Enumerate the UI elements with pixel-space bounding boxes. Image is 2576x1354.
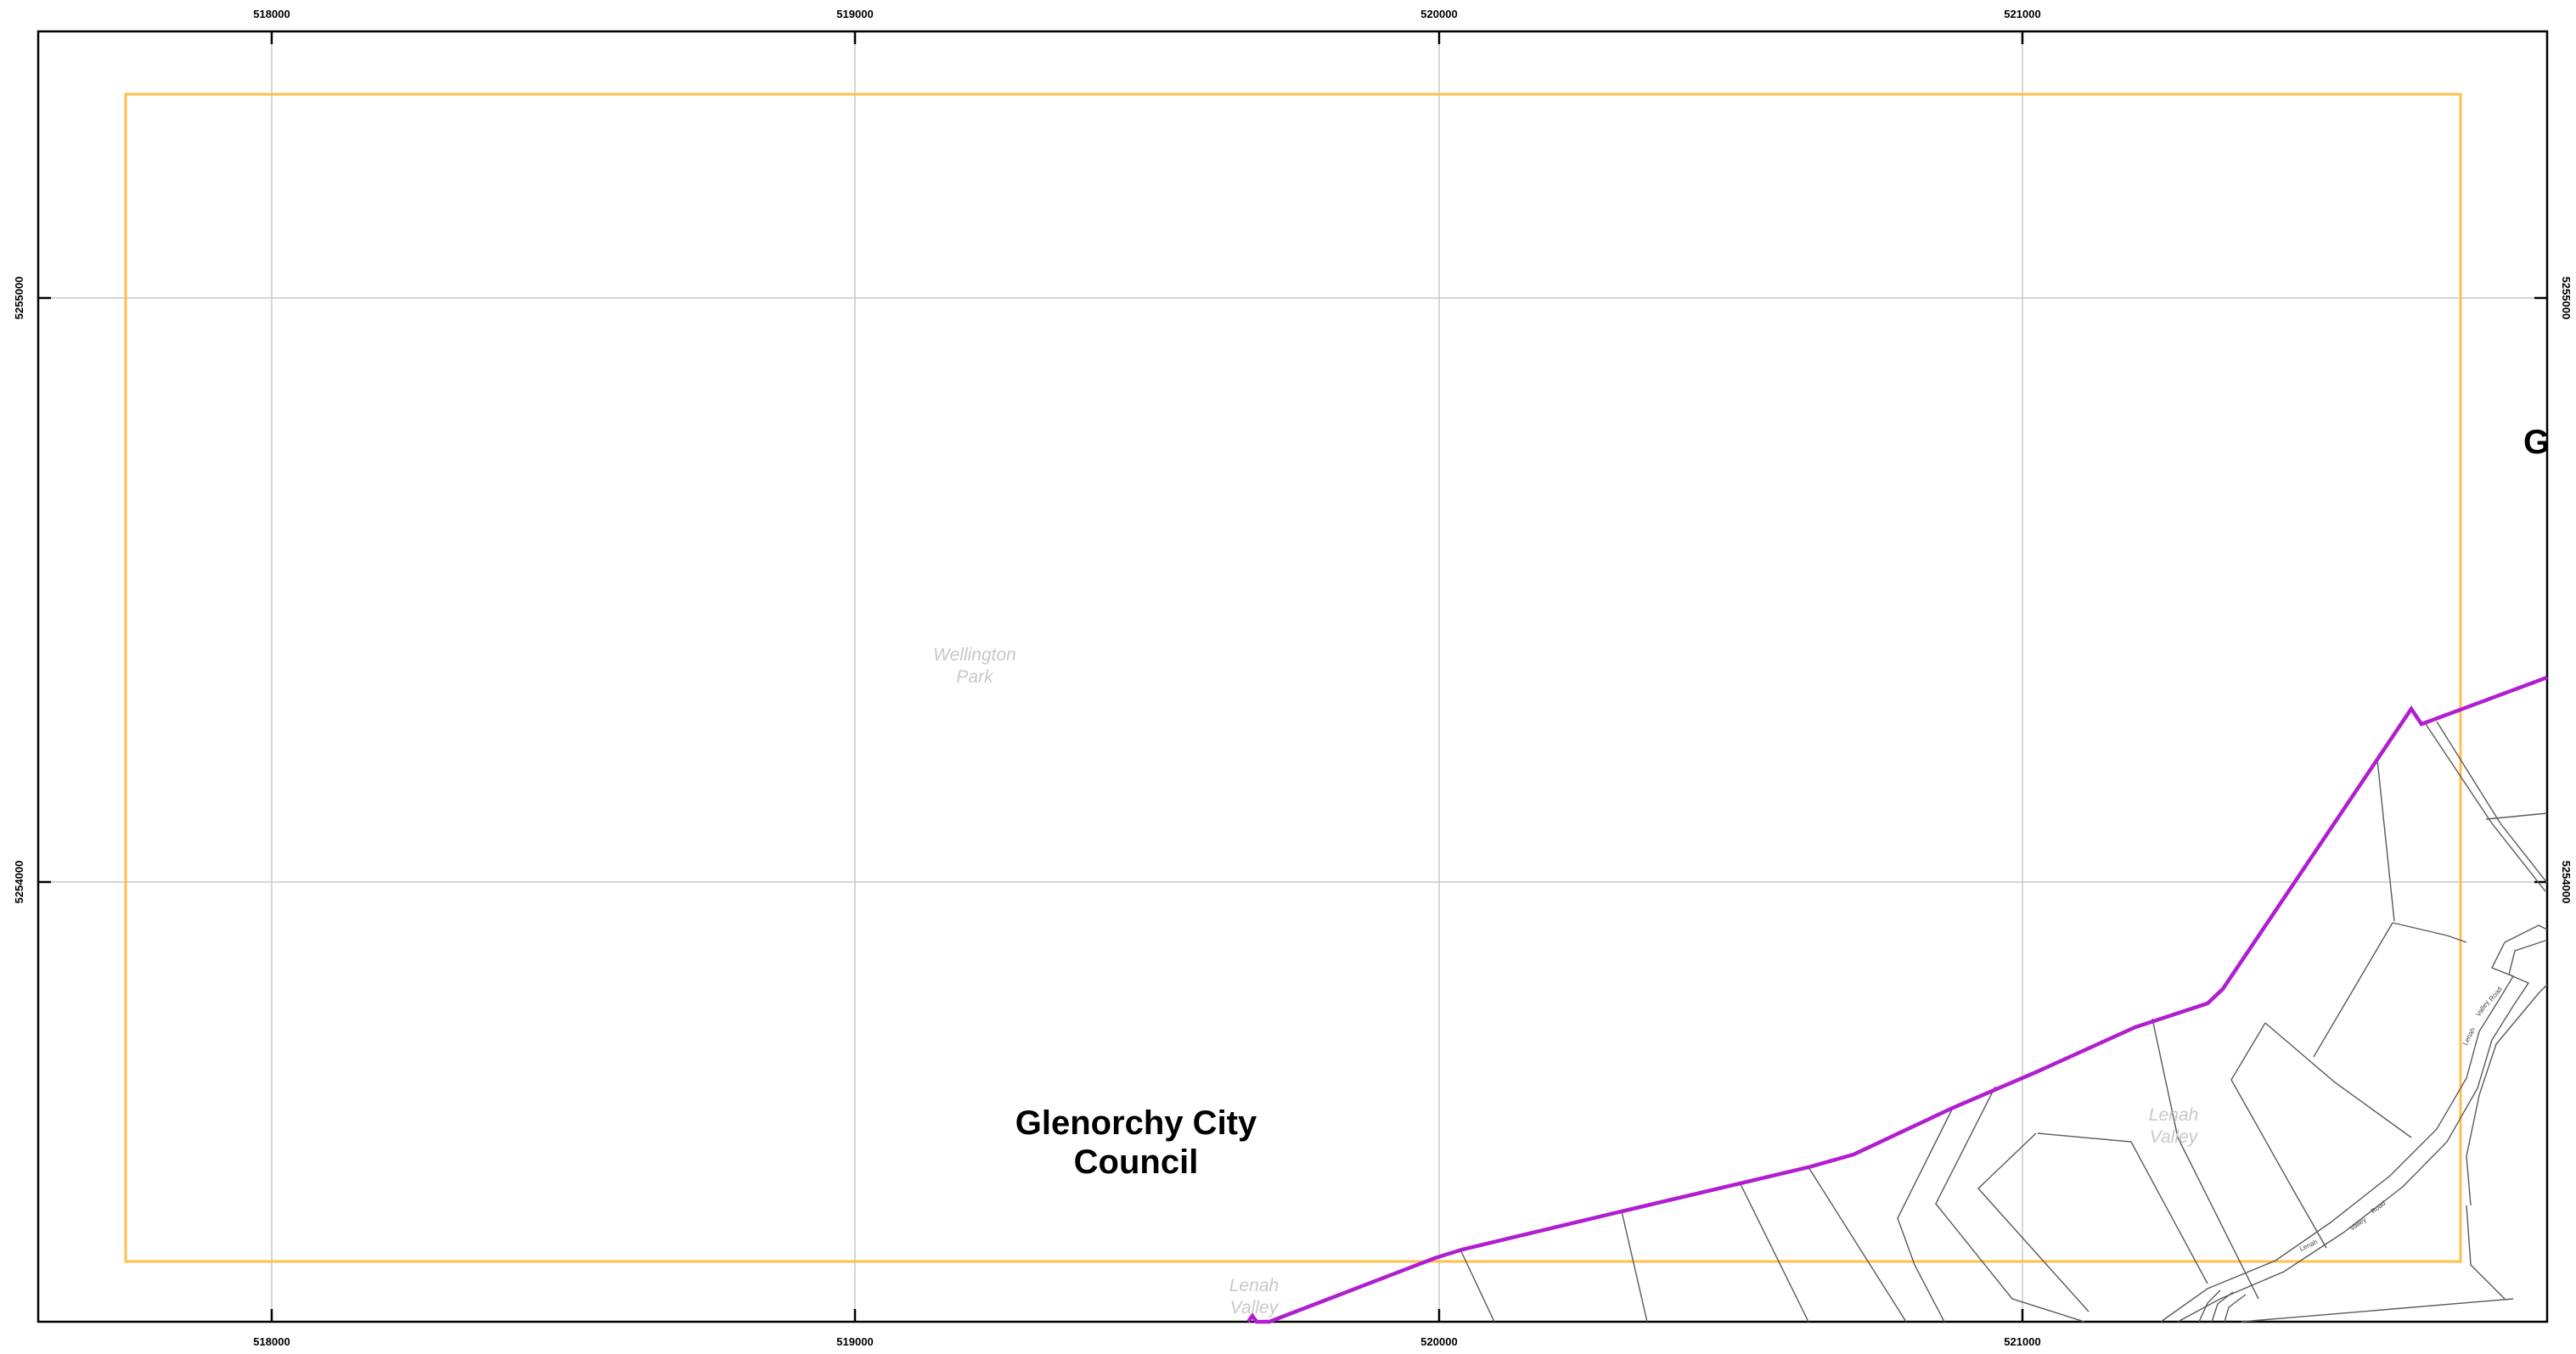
place-label-wellington-park: Wellington — [933, 645, 1016, 665]
x-tick-label-top: 521000 — [2004, 8, 2040, 20]
council-name-label-partial: G — [2523, 424, 2550, 461]
road-label: Valley — [2348, 1216, 2368, 1233]
road-edge — [2198, 1289, 2221, 1323]
parcel-line — [1740, 1183, 1809, 1323]
place-label-lenah-valley-bottom: Lenah — [1229, 1276, 1279, 1295]
road-edge — [2211, 1291, 2234, 1323]
council-name-label: Glenorchy City — [1015, 1104, 1257, 1142]
place-label-wellington-park: Park — [956, 667, 994, 687]
parcel-line — [2376, 759, 2395, 922]
parcel-line — [2466, 984, 2548, 1206]
tick-marks — [38, 31, 2547, 1322]
parcel-line — [2230, 1022, 2327, 1249]
place-label-lenah-valley: Valley — [2150, 1127, 2199, 1147]
x-tick-label-bottom: 519000 — [836, 1335, 873, 1348]
parcel-line — [1460, 1249, 1495, 1323]
parcel-line — [2392, 922, 2467, 943]
parcel-line — [2241, 1298, 2514, 1323]
place-label-lenah-valley: Lenah — [2149, 1105, 2198, 1125]
map-frame — [37, 30, 2549, 1323]
road-label: Valley — [2474, 999, 2491, 1019]
place-label-lenah-valley-bottom: Valley — [1230, 1298, 1280, 1317]
property-parcel-lines — [1460, 721, 2548, 1323]
x-tick-label-top: 520000 — [1420, 8, 1457, 20]
parcel-line — [1808, 1166, 1907, 1323]
parcel-line — [1935, 1086, 2085, 1323]
y-tick-label-right: 5255000 — [2560, 277, 2573, 320]
parcel-line — [1897, 1107, 1954, 1323]
y-tick-label-left: 5254000 — [13, 861, 25, 904]
parcel-line — [2423, 721, 2546, 892]
parcel-line — [2436, 721, 2548, 884]
road-edge — [2224, 1294, 2247, 1323]
x-tick-label-top: 519000 — [836, 8, 873, 20]
parcel-line — [2485, 812, 2548, 820]
y-tick-label-right: 5254000 — [2560, 861, 2573, 904]
road-edge — [2177, 940, 2546, 1323]
x-tick-label-bottom: 521000 — [2004, 1335, 2040, 1348]
council-boundary-line — [1246, 675, 2548, 1324]
council-name-label: Council — [1074, 1143, 1199, 1181]
grid-lines — [38, 31, 2547, 1322]
parcel-line — [2037, 1132, 2208, 1284]
y-tick-label-left: 5255000 — [13, 277, 25, 320]
road-edge — [2160, 924, 2548, 1323]
parcel-line — [2466, 1205, 2506, 1300]
x-tick-label-bottom: 518000 — [253, 1335, 290, 1348]
parcel-line — [2313, 922, 2393, 1058]
road-label: Road — [2488, 986, 2504, 1003]
map-extent-rectangle — [124, 93, 2462, 1263]
x-tick-label-bottom: 520000 — [1420, 1335, 1457, 1348]
parcel-line — [2264, 1022, 2412, 1138]
parcel-line — [1621, 1211, 1648, 1323]
parcel-line — [1977, 1132, 2089, 1312]
road-label: Lenah — [2461, 1026, 2477, 1047]
x-tick-label-top: 518000 — [253, 8, 290, 20]
parcel-line — [2151, 1018, 2259, 1300]
